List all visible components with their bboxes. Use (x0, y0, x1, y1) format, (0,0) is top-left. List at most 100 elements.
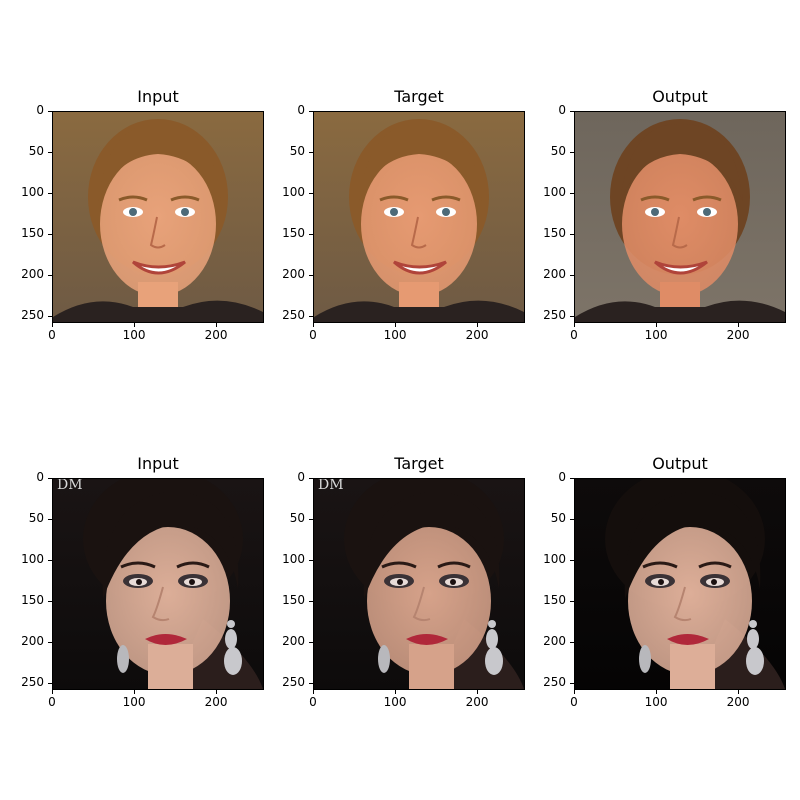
y-tick-mark (570, 519, 574, 521)
x-tick-mark (574, 323, 575, 327)
y-tick-mark (48, 193, 52, 195)
y-tick-mark (309, 275, 313, 277)
y-tick-label: 0 (297, 470, 305, 484)
y-tick-mark (570, 234, 574, 236)
x-tick-mark (216, 690, 218, 694)
y-tick-label: 0 (36, 470, 44, 484)
y-tick-label: 250 (21, 675, 44, 690)
portrait-image (314, 112, 524, 322)
x-tick-mark (52, 690, 53, 694)
x-tick-label: 100 (383, 328, 407, 342)
panel-title: Input (137, 87, 179, 106)
panel-title: Target (394, 87, 444, 106)
image-axes (574, 478, 786, 690)
image-axes: DM (313, 478, 525, 690)
y-tick-label: 150 (543, 593, 566, 608)
y-tick-mark (48, 478, 52, 479)
x-tick-mark (656, 690, 658, 694)
x-tick-mark (738, 690, 740, 694)
y-tick-label: 150 (282, 593, 305, 608)
y-tick-mark (570, 111, 574, 112)
x-tick-label: 0 (309, 328, 317, 342)
y-tick-mark (309, 560, 313, 562)
y-tick-mark (48, 683, 52, 685)
y-tick-label: 100 (543, 552, 566, 567)
x-tick-label: 100 (122, 695, 146, 709)
y-tick-label: 0 (297, 103, 305, 117)
y-tick-mark (309, 601, 313, 603)
y-tick-mark (570, 560, 574, 562)
y-tick-label: 50 (28, 511, 44, 526)
y-tick-label: 100 (282, 185, 305, 200)
y-tick-mark (48, 642, 52, 644)
x-tick-label: 200 (204, 695, 228, 709)
portrait-image: DM (314, 479, 524, 689)
y-tick-mark (48, 560, 52, 562)
panel-title: Output (652, 454, 708, 473)
y-tick-label: 200 (21, 634, 44, 649)
y-tick-mark (309, 111, 313, 112)
image-axes (52, 111, 264, 323)
portrait-image (53, 112, 263, 322)
y-tick-label: 200 (21, 267, 44, 282)
y-tick-mark (570, 316, 574, 318)
y-tick-mark (48, 316, 52, 318)
y-tick-label: 100 (21, 185, 44, 200)
x-tick-label: 200 (465, 695, 489, 709)
y-tick-label: 50 (289, 144, 305, 159)
portrait-image (575, 479, 785, 689)
image-axes: DM (52, 478, 264, 690)
x-tick-label: 0 (570, 695, 578, 709)
y-tick-mark (570, 642, 574, 644)
y-tick-label: 150 (21, 226, 44, 241)
x-tick-mark (134, 323, 136, 327)
y-tick-mark (309, 478, 313, 479)
y-tick-mark (570, 152, 574, 154)
x-tick-label: 100 (122, 328, 146, 342)
x-tick-mark (395, 690, 397, 694)
y-tick-label: 50 (550, 144, 566, 159)
y-tick-label: 200 (543, 267, 566, 282)
y-tick-mark (570, 683, 574, 685)
portrait-image: DM (53, 479, 263, 689)
y-tick-mark (309, 642, 313, 644)
svg-text:DM: DM (57, 479, 83, 493)
x-tick-label: 0 (309, 695, 317, 709)
y-tick-label: 250 (543, 675, 566, 690)
x-tick-mark (134, 690, 136, 694)
image-axes (574, 111, 786, 323)
panel-title: Output (652, 87, 708, 106)
y-tick-mark (309, 193, 313, 195)
y-tick-mark (570, 275, 574, 277)
y-tick-mark (48, 111, 52, 112)
x-tick-label: 0 (48, 328, 56, 342)
y-tick-label: 0 (36, 103, 44, 117)
x-tick-label: 200 (726, 695, 750, 709)
y-tick-mark (309, 316, 313, 318)
y-tick-label: 50 (289, 511, 305, 526)
y-tick-mark (48, 234, 52, 236)
y-tick-label: 250 (21, 308, 44, 323)
x-tick-label: 200 (465, 328, 489, 342)
y-tick-label: 250 (282, 308, 305, 323)
y-tick-mark (309, 683, 313, 685)
svg-text:DM: DM (318, 479, 344, 493)
y-tick-label: 150 (543, 226, 566, 241)
x-tick-mark (738, 323, 740, 327)
y-tick-label: 100 (543, 185, 566, 200)
y-tick-label: 100 (21, 552, 44, 567)
y-tick-mark (48, 601, 52, 603)
x-tick-mark (395, 323, 397, 327)
y-tick-label: 50 (550, 511, 566, 526)
y-tick-label: 200 (543, 634, 566, 649)
y-tick-mark (570, 478, 574, 479)
y-tick-label: 250 (543, 308, 566, 323)
image-axes (313, 111, 525, 323)
x-tick-mark (313, 323, 314, 327)
y-tick-label: 150 (282, 226, 305, 241)
y-tick-label: 150 (21, 593, 44, 608)
x-tick-label: 0 (570, 328, 578, 342)
y-tick-mark (48, 152, 52, 154)
portrait-image (575, 112, 785, 322)
